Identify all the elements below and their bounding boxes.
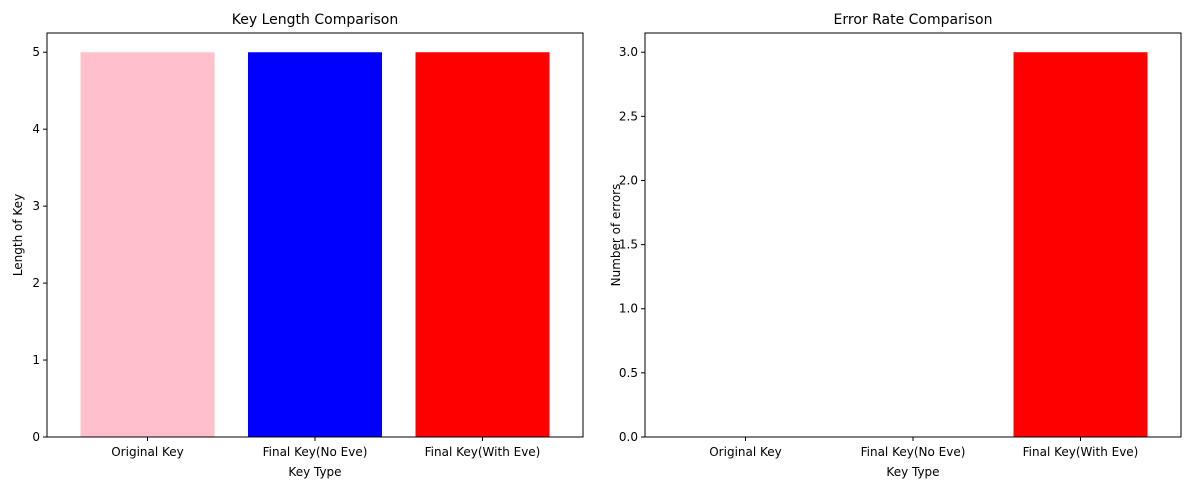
x-tick-label: Final Key(With Eve) xyxy=(425,445,541,459)
y-tick-label: 4 xyxy=(32,122,40,136)
y-tick-label: 2.5 xyxy=(619,109,638,123)
x-tick-label: Final Key(With Eve) xyxy=(1023,445,1139,459)
bar-2 xyxy=(415,52,550,437)
plot-frame xyxy=(46,32,584,438)
y-tick-label: 3 xyxy=(32,199,40,213)
y-tick-label: 2 xyxy=(32,276,40,290)
x-tick-label: Final Key(No Eve) xyxy=(861,445,966,459)
y-axis-label: Length of Key xyxy=(11,194,25,276)
y-tick-label: 0 xyxy=(32,430,40,444)
x-tick-label: Final Key(No Eve) xyxy=(263,445,368,459)
x-axis-label: Key Type xyxy=(288,465,341,479)
x-axis-label: Key Type xyxy=(886,465,939,479)
y-tick-label: 1.0 xyxy=(619,302,638,316)
x-tick-label: Original Key xyxy=(709,445,782,459)
ticks: Original Key Final Key(No Eve) Final Key(W… xyxy=(32,45,540,459)
ticks: Original Key Final Key(No Eve) Final Key(W… xyxy=(619,45,1138,459)
chart-title: Error Rate Comparison xyxy=(834,12,993,28)
y-tick-label: 1 xyxy=(32,353,40,367)
bar-2 xyxy=(1013,52,1148,437)
y-tick-label: 2.0 xyxy=(619,173,638,187)
y-tick-label: 0.0 xyxy=(619,430,638,444)
bar-0 xyxy=(80,52,215,437)
bars xyxy=(80,52,550,437)
y-tick-label: 0.5 xyxy=(619,366,638,380)
chart-title: Key Length Comparison xyxy=(232,12,398,28)
x-tick-label: Original Key xyxy=(111,445,184,459)
bars xyxy=(1013,52,1148,437)
error-rate-chart: Error Rate Comparison Key Type Number of… xyxy=(609,12,1182,479)
y-tick-label: 3.0 xyxy=(619,45,638,59)
y-tick-label: 1.5 xyxy=(619,238,638,252)
plot-frame xyxy=(644,32,1182,438)
key-length-chart: Key Length Comparison Key Type Length of… xyxy=(11,12,584,479)
bar-1 xyxy=(248,52,382,437)
y-axis-label: Number of errors xyxy=(609,184,623,287)
y-tick-label: 5 xyxy=(32,45,40,59)
